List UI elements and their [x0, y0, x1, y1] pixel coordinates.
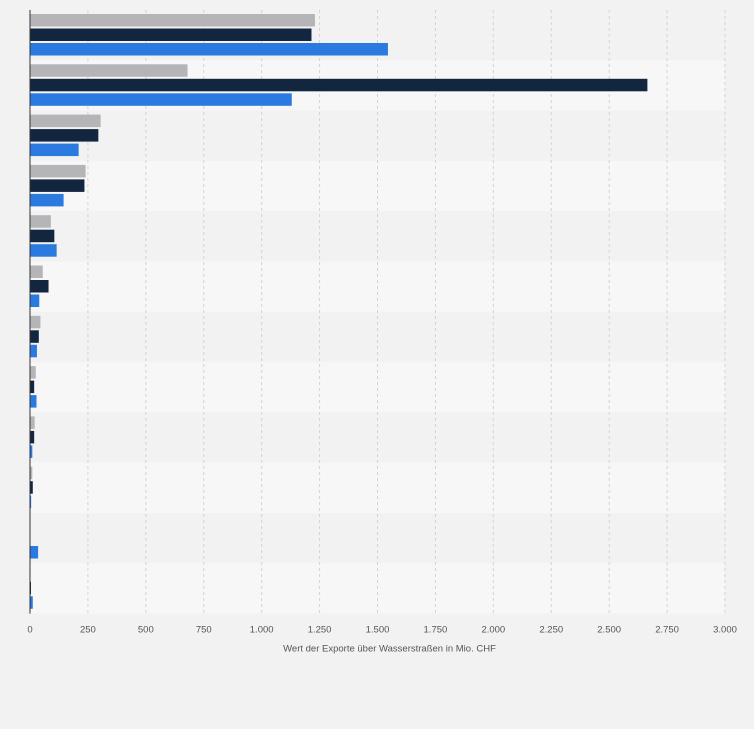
bar	[30, 143, 79, 157]
bar	[30, 280, 49, 293]
bar	[30, 78, 648, 92]
bar	[30, 315, 41, 329]
bar	[30, 466, 33, 480]
bar	[30, 395, 37, 408]
bar	[30, 495, 32, 509]
x-tick-label: 250	[80, 625, 96, 636]
x-tick-label: 500	[138, 625, 154, 636]
bar	[30, 294, 40, 307]
bar	[30, 380, 35, 394]
bar	[30, 445, 33, 458]
x-tick-label: 2.750	[655, 625, 679, 636]
row-band	[30, 362, 725, 413]
bar	[30, 330, 39, 343]
gridlines	[87, 10, 726, 614]
x-axis-ticks: 0 250 500 750 1.000 1.250 1.500 1.750 2.000 2.250…	[27, 625, 737, 636]
bar	[30, 416, 35, 429]
bar	[30, 193, 64, 207]
bar	[30, 215, 51, 228]
bar	[30, 93, 292, 106]
bar	[30, 265, 43, 278]
x-tick-label: 1.250	[308, 625, 332, 636]
bar	[30, 114, 101, 128]
row-band	[30, 211, 725, 262]
x-tick-label: 750	[196, 625, 212, 636]
bar	[30, 28, 312, 41]
bar	[30, 129, 99, 142]
bar	[30, 164, 86, 178]
bars	[30, 14, 648, 609]
x-tick-label: 2.000	[481, 625, 505, 636]
bar	[30, 430, 35, 444]
x-tick-label: 1.500	[366, 625, 390, 636]
bar	[30, 64, 188, 77]
x-tick-label: 1.000	[250, 625, 274, 636]
row-band	[30, 462, 725, 513]
bar	[30, 344, 37, 358]
bar	[30, 229, 55, 243]
x-tick-label: 2.250	[539, 625, 563, 636]
bar	[30, 596, 33, 609]
bar	[30, 244, 57, 257]
bar	[30, 546, 39, 559]
bar	[30, 179, 85, 192]
bar	[30, 481, 33, 494]
x-axis-title: Wert der Exporte über Wasserstraßen in M…	[283, 644, 496, 655]
x-tick-label: 3.000	[713, 625, 737, 636]
x-tick-label: 1.750	[424, 625, 448, 636]
bar	[30, 366, 36, 379]
x-tick-label: 2.500	[597, 625, 621, 636]
bar	[30, 14, 315, 27]
x-tick-label: 0	[27, 625, 32, 636]
bar	[30, 43, 388, 56]
